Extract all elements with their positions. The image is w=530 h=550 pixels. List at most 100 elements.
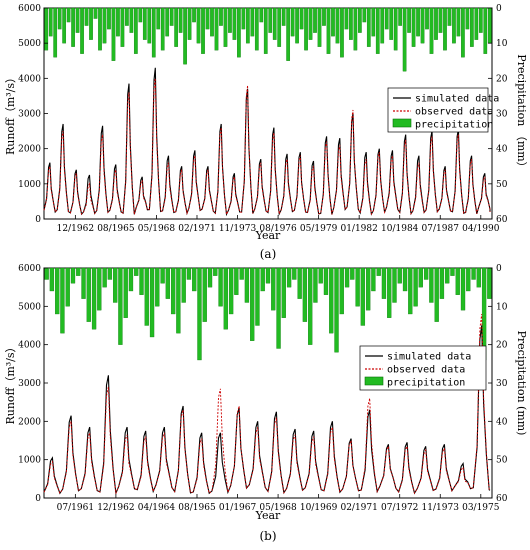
y2-tick-label: 50 [496, 456, 508, 466]
precip-bar [144, 267, 149, 326]
precip-bar [434, 7, 438, 40]
y2-tick-label: 30 [496, 379, 508, 389]
precip-bar [344, 267, 350, 288]
chart-panel-b: 0 1000 2000 3000 4000 5000 6000 0 10 20 30 40 50 60 07… [4, 264, 528, 543]
precip-bar [93, 7, 98, 19]
precip-bar [120, 7, 125, 47]
precip-bar [76, 267, 81, 276]
precip-bar [429, 267, 434, 303]
panel-label: (a) [260, 247, 277, 261]
x-tick-label: 08/1965 [97, 224, 135, 234]
precip-bar [102, 7, 107, 44]
precip-bar [232, 7, 237, 40]
precip-bar [469, 7, 474, 47]
precip-bar [460, 267, 466, 311]
precip-bar [402, 267, 408, 292]
precip-bar [450, 267, 455, 276]
precip-bar [260, 267, 265, 292]
precip-bar [219, 7, 223, 26]
y2-tick-label: 40 [496, 417, 508, 427]
precip-bar [445, 267, 450, 284]
x-tick-label: 02/1971 [340, 503, 377, 513]
precip-bar [57, 7, 62, 30]
precip-bar [139, 267, 144, 295]
precip-bar [66, 7, 71, 23]
precip-bar [86, 267, 91, 322]
y2-tick-label: 40 [496, 145, 508, 155]
precip-bar [151, 7, 156, 58]
legend-label: simulated data [387, 352, 471, 363]
precip-bar [196, 7, 201, 44]
precip-bar [129, 7, 134, 33]
precip-bar [223, 267, 228, 330]
precip-bar [339, 267, 344, 315]
precip-bar [244, 267, 250, 303]
y2-tick-label: 60 [496, 215, 508, 225]
precip-bar [471, 267, 476, 280]
precip-bar [452, 7, 456, 44]
precip-bar [183, 7, 187, 65]
precip-bar [237, 7, 241, 58]
legend-swatch-precipitation [392, 118, 412, 128]
precip-bar [138, 7, 143, 23]
x-tick-label: 04/1990 [462, 224, 500, 234]
y-tick-label: 1000 [18, 180, 41, 190]
precip-bar [276, 267, 281, 349]
precip-bar [299, 7, 304, 30]
precip-bar [461, 7, 465, 58]
y-tick-label: 5000 [18, 39, 41, 49]
precip-bar [425, 7, 429, 30]
precip-bar [107, 267, 113, 280]
y-tick-label: 4000 [18, 341, 41, 351]
precip-bar [81, 267, 86, 299]
chart-panel-a: 0 1000 2000 3000 4000 5000 6000 0 10 20 30 40 50 60 12… [4, 4, 528, 261]
y-axis-label: Runoff（m³/s） [4, 341, 17, 424]
precip-bar [434, 267, 439, 322]
precip-bar [371, 267, 376, 292]
precip-bar [113, 267, 118, 303]
precip-bar [375, 7, 380, 54]
precip-bar [455, 267, 460, 295]
precip-bar [250, 7, 255, 37]
precip-bar [223, 7, 228, 47]
precip-bar [265, 267, 271, 284]
precip-bar [44, 267, 49, 280]
precip-bar [362, 7, 367, 23]
precip-bar [478, 7, 483, 33]
precip-bar [322, 7, 326, 26]
precip-bar [75, 7, 80, 33]
precip-bar [290, 7, 295, 37]
y-tick-label: 3000 [18, 110, 41, 120]
precip-bar [389, 7, 394, 40]
precip-bar [149, 267, 155, 338]
precip-bar [476, 267, 481, 288]
y2-tick-label: 20 [496, 341, 508, 351]
precip-bar [474, 7, 479, 40]
precip-bar [402, 7, 407, 72]
x-tick-label: 03/1975 [462, 503, 500, 513]
precip-bar [107, 7, 111, 30]
precip-bar [178, 7, 183, 33]
y2-tick-label: 10 [496, 39, 508, 49]
precip-bar [80, 7, 84, 54]
precip-bar [268, 7, 273, 33]
y-tick-label: 5000 [18, 302, 41, 312]
precip-bar [245, 7, 250, 44]
precip-bar [277, 7, 282, 47]
precip-bar [353, 7, 358, 51]
legend-label: observed data [415, 107, 493, 118]
precip-bar [53, 7, 58, 58]
precip-bar [210, 7, 214, 37]
series-line-observed [43, 78, 491, 216]
precip-bar [323, 267, 329, 295]
precip-bar [134, 267, 139, 276]
precip-bar [49, 267, 55, 292]
x-tick-label: 05/1968 [138, 224, 176, 234]
precip-bar [165, 267, 171, 299]
precip-bar [308, 267, 313, 345]
precip-bar [155, 267, 160, 307]
x-tick-label: 10/1969 [300, 503, 338, 513]
precip-bar [418, 267, 423, 288]
precip-bar [334, 267, 339, 353]
